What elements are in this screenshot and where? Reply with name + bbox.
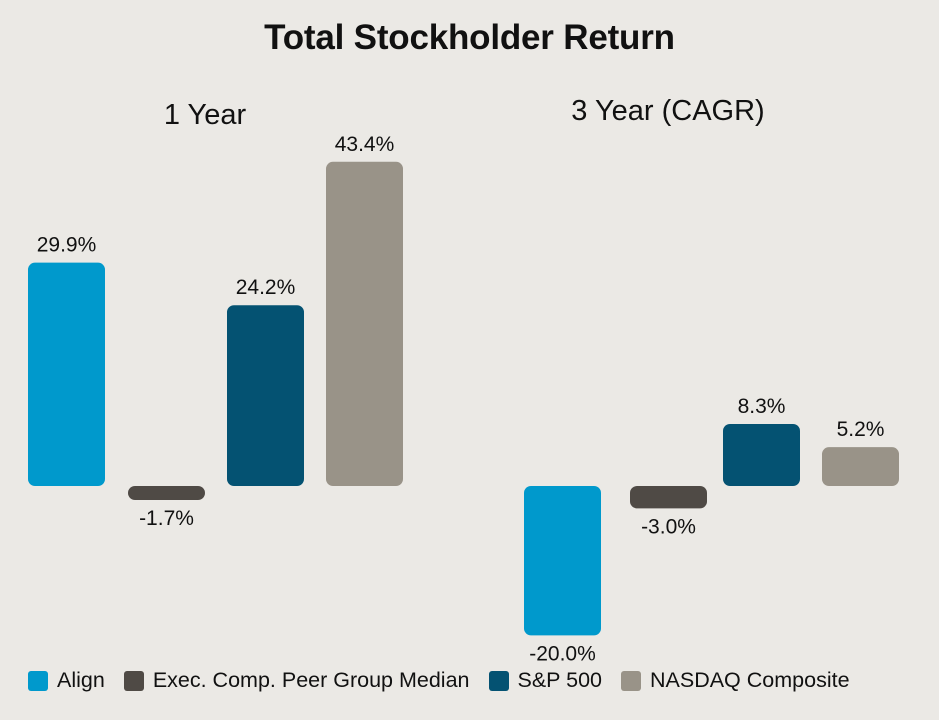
- legend-swatch-peer-group: [123, 670, 144, 691]
- data-label-3yr-align: -20.0%: [529, 642, 596, 665]
- legend-item-peer-group: Exec. Comp. Peer Group Median: [123, 668, 470, 693]
- legend-label-sp500: S&P 500: [517, 668, 602, 692]
- bar-1yr-nasdaq: [326, 161, 403, 486]
- legend-item-nasdaq: NASDAQ Composite: [620, 668, 850, 693]
- legend-label-nasdaq: NASDAQ Composite: [649, 668, 850, 692]
- panel-title-3-year: 3 Year (CAGR): [571, 95, 764, 127]
- legend-swatch-align: [28, 670, 48, 691]
- data-label-3yr-sp500: 8.3%: [738, 395, 786, 418]
- data-label-1yr-peer-group: -1.7%: [139, 507, 194, 530]
- bar-3yr-peer-group: [630, 486, 707, 509]
- legend: Align Exec. Comp. Peer Group Median S&P …: [28, 668, 850, 693]
- legend-swatch-sp500: [488, 670, 509, 691]
- bar-3yr-sp500: [723, 423, 800, 486]
- data-label-1yr-sp500: 24.2%: [236, 276, 296, 299]
- bar-1yr-peer-group: [128, 486, 205, 500]
- legend-item-align: Align: [28, 668, 105, 693]
- chart-title: Total Stockholder Return: [264, 18, 675, 57]
- data-label-1yr-align: 29.9%: [37, 234, 97, 257]
- legend-item-sp500: S&P 500: [488, 668, 602, 693]
- legend-label-peer-group: Exec. Comp. Peer Group Median: [152, 668, 470, 692]
- panel-1-year-bars: 29.9% -1.7% 24.2% 43.4%: [28, 133, 403, 530]
- legend-swatch-nasdaq: [620, 670, 641, 691]
- legend-label-align: Align: [57, 668, 105, 692]
- data-label-3yr-peer-group: -3.0%: [641, 515, 696, 538]
- panel-title-1-year: 1 Year: [164, 99, 247, 131]
- bar-1yr-align: [28, 262, 105, 486]
- bar-3yr-align: [524, 486, 601, 636]
- bar-3yr-nasdaq: [822, 447, 899, 486]
- bar-1yr-sp500: [227, 305, 304, 486]
- data-label-3yr-nasdaq: 5.2%: [837, 418, 885, 441]
- panel-3-year-bars: -20.0% -3.0% 8.3% 5.2%: [524, 395, 899, 665]
- data-label-1yr-nasdaq: 43.4%: [335, 133, 395, 156]
